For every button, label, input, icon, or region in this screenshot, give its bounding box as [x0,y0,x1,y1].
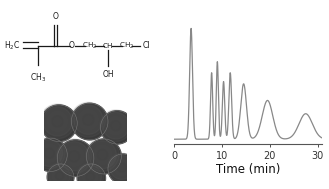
Circle shape [77,164,106,189]
Circle shape [52,116,63,127]
Circle shape [34,138,67,171]
Circle shape [44,148,54,158]
Circle shape [86,172,94,181]
Text: Cl: Cl [143,41,151,50]
Circle shape [69,151,80,162]
Circle shape [47,111,67,132]
Circle shape [114,159,130,176]
Circle shape [64,146,84,166]
Circle shape [52,169,67,183]
Circle shape [47,164,74,189]
Circle shape [103,112,129,139]
Text: O: O [53,12,59,21]
Circle shape [43,107,72,136]
Circle shape [86,138,119,171]
Circle shape [34,137,65,169]
Circle shape [107,117,125,135]
Circle shape [60,142,89,171]
Circle shape [111,121,121,131]
Circle shape [97,149,108,160]
Circle shape [100,110,132,142]
Circle shape [71,103,108,140]
Circle shape [77,163,104,189]
Circle shape [83,169,98,184]
Circle shape [108,154,138,184]
Circle shape [79,165,102,188]
X-axis label: Time (min): Time (min) [216,163,281,176]
Circle shape [87,139,121,174]
Circle shape [74,105,103,134]
Text: CH$_2$: CH$_2$ [119,40,134,51]
Circle shape [117,163,126,172]
Circle shape [47,163,72,189]
Circle shape [110,156,134,179]
Text: H$_2$C: H$_2$C [4,39,20,52]
Text: CH$_3$: CH$_3$ [30,71,46,84]
Circle shape [36,140,63,167]
Circle shape [89,141,116,169]
Circle shape [56,172,63,180]
Circle shape [71,102,106,137]
Circle shape [78,110,98,130]
Text: OH: OH [102,70,114,79]
Circle shape [41,105,77,142]
Circle shape [100,111,134,144]
Circle shape [40,144,59,162]
Circle shape [40,104,75,139]
Circle shape [57,140,94,177]
Circle shape [83,114,94,125]
Text: CH$_2$: CH$_2$ [82,40,97,51]
Circle shape [57,139,91,174]
Circle shape [108,153,136,182]
Circle shape [93,145,112,164]
Text: CH: CH [103,43,114,49]
Circle shape [49,165,70,187]
Text: O: O [69,41,75,50]
